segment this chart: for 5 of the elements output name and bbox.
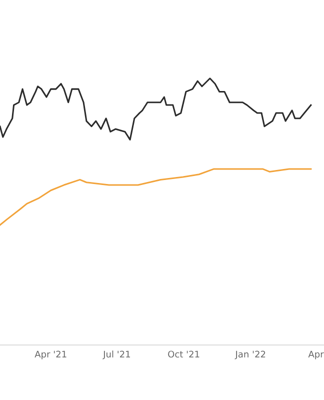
x-tick-label: Oct '21 bbox=[168, 350, 200, 358]
x-tick-label: Jan '22 bbox=[234, 350, 266, 360]
x-tick-label: Jul '21 bbox=[102, 350, 130, 360]
x-tick-label: Apr bbox=[308, 350, 324, 360]
x-tick-label: Apr '21 bbox=[34, 350, 66, 360]
